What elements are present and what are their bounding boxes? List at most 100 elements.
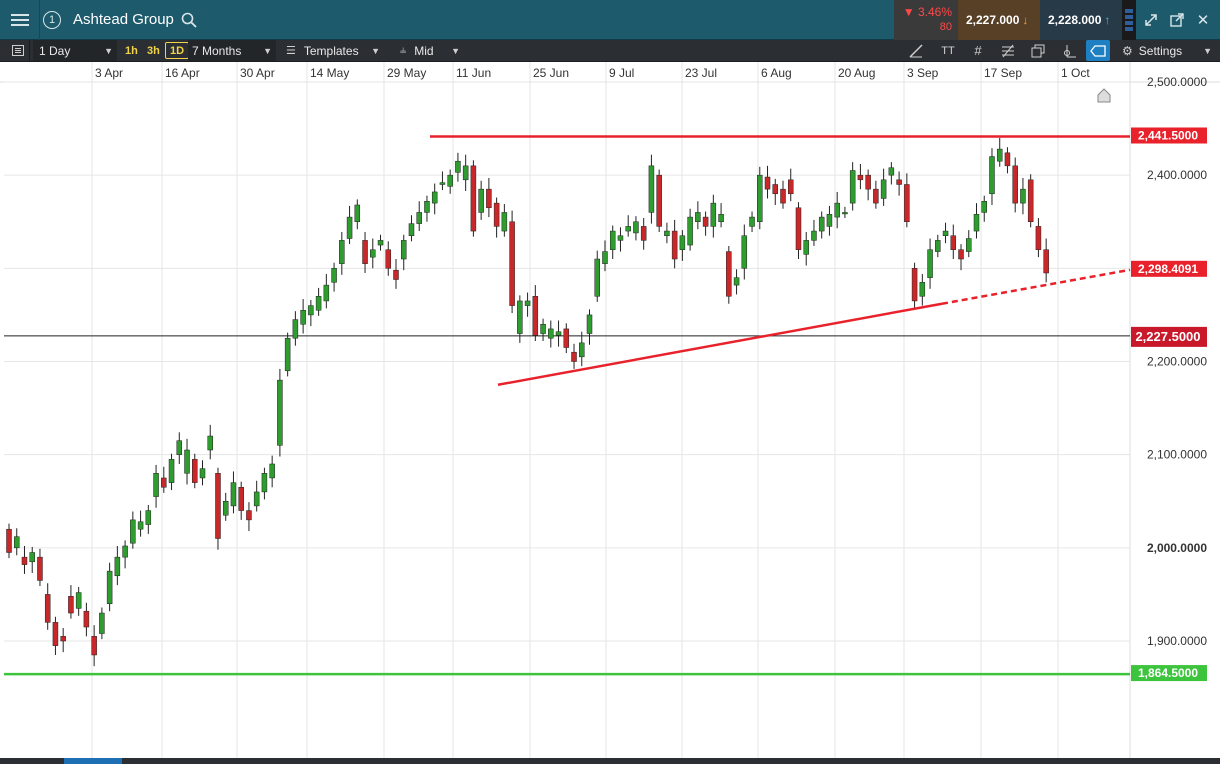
candle-up bbox=[99, 612, 105, 634]
draw-line-tool[interactable] bbox=[904, 40, 928, 61]
candle-up bbox=[354, 204, 361, 222]
candle-up bbox=[400, 240, 407, 260]
candle-up bbox=[346, 216, 353, 239]
date-tick-label: 25 Jun bbox=[533, 66, 569, 80]
candle-up bbox=[733, 277, 740, 286]
caret-down-icon: ▼ bbox=[371, 45, 380, 56]
candle-down bbox=[83, 610, 90, 628]
draw-line-icon bbox=[909, 43, 923, 58]
candle-up bbox=[695, 212, 701, 223]
close-button[interactable]: ✕ bbox=[1190, 0, 1216, 40]
grid-icon: # bbox=[974, 43, 982, 58]
candle-up bbox=[633, 221, 639, 234]
menu-button[interactable] bbox=[0, 0, 40, 40]
candle-up bbox=[625, 226, 631, 232]
candle-up bbox=[184, 449, 190, 474]
price-type-select[interactable]: ⫨ Mid ▼ bbox=[394, 40, 464, 61]
candlestick-chart[interactable]: 3 Apr 16 Apr 30 Apr 14 May 29 May 11 Jun 25 Ju… bbox=[0, 62, 1220, 758]
date-tick-label: 3 Sep bbox=[907, 66, 939, 80]
price-badge-label: 2,441.5000 bbox=[1138, 129, 1198, 143]
popout-button[interactable] bbox=[1164, 0, 1190, 40]
candle-down bbox=[91, 636, 97, 656]
range-select[interactable]: 7 Months ▼ bbox=[188, 40, 276, 61]
interval-select[interactable]: 1 Day ▼ bbox=[33, 40, 117, 61]
candle-up bbox=[849, 170, 856, 204]
candle-down bbox=[1035, 226, 1042, 250]
date-tick-label: 20 Aug bbox=[838, 66, 875, 80]
chart-area[interactable]: 3 Apr 16 Apr 30 Apr 14 May 29 May 11 Jun 25 Ju… bbox=[0, 62, 1220, 764]
candle-up bbox=[478, 188, 484, 213]
candle-down bbox=[571, 351, 577, 362]
candle-up bbox=[842, 212, 848, 215]
candle-up bbox=[106, 570, 113, 604]
candle-up bbox=[323, 284, 330, 302]
candle-up bbox=[834, 202, 840, 218]
support-trend-extension bbox=[941, 268, 1131, 305]
candle-up bbox=[431, 191, 438, 204]
candle-down bbox=[493, 202, 500, 227]
range-value: 7 Months bbox=[192, 43, 242, 58]
candle-up bbox=[888, 167, 895, 176]
price-tick-label: 2,400.0000 bbox=[1147, 168, 1207, 182]
price-tick-label: 2,000.0000 bbox=[1147, 541, 1207, 555]
candle-up bbox=[617, 235, 624, 241]
candle-up bbox=[981, 201, 987, 213]
sell-price-button[interactable]: 2,227.000 ↓ bbox=[958, 0, 1040, 40]
candle-up bbox=[501, 212, 508, 232]
workspace-number-button[interactable]: 1 bbox=[40, 0, 64, 40]
caret-down-icon: ▼ bbox=[263, 45, 272, 56]
candle-up bbox=[602, 251, 608, 264]
timeframe-1h-button[interactable]: 1h bbox=[125, 44, 138, 57]
templates-select[interactable]: ☰ Templates ▼ bbox=[280, 40, 384, 61]
candle-down bbox=[726, 251, 732, 297]
timeframe-1d-button[interactable]: 1D bbox=[165, 42, 190, 59]
market-depth-button[interactable] bbox=[1122, 0, 1136, 40]
candle-down bbox=[238, 487, 244, 511]
close-icon: ✕ bbox=[1196, 12, 1210, 29]
settings-button[interactable]: ⚙ Settings ▼ bbox=[1118, 40, 1216, 61]
candle-down bbox=[21, 556, 28, 565]
scale-tool[interactable] bbox=[1058, 40, 1082, 61]
search-button[interactable] bbox=[178, 0, 200, 40]
candle-down bbox=[246, 510, 252, 521]
candle-up bbox=[942, 230, 949, 236]
fibonacci-icon bbox=[1002, 44, 1014, 57]
candle-down bbox=[640, 226, 647, 241]
search-icon bbox=[181, 12, 197, 28]
date-tick-label: 23 Jul bbox=[685, 66, 717, 80]
scale-icon bbox=[1064, 44, 1076, 57]
candle-up bbox=[284, 337, 291, 372]
candle-up bbox=[749, 216, 755, 227]
menu-icon bbox=[10, 14, 29, 26]
text-tool[interactable]: TT bbox=[936, 40, 960, 61]
text-tool-icon: TT bbox=[941, 44, 955, 57]
buy-price-button[interactable]: 2,228.000 ↑ bbox=[1040, 0, 1122, 40]
instrument-list-button[interactable] bbox=[6, 40, 30, 61]
timeframe-3h-button[interactable]: 3h bbox=[147, 44, 160, 57]
candle-down bbox=[486, 188, 492, 209]
scrollbar-thumb[interactable] bbox=[64, 758, 122, 764]
layers-tool[interactable] bbox=[1026, 40, 1050, 61]
candle-down bbox=[780, 188, 786, 204]
candle-up bbox=[687, 216, 693, 246]
candle-up bbox=[609, 230, 616, 250]
date-tick-label: 30 Apr bbox=[240, 66, 275, 80]
caret-down-icon: ▼ bbox=[451, 45, 460, 56]
change-percent: ▼ 3.46% bbox=[902, 5, 952, 19]
price-alert-tool[interactable] bbox=[1086, 40, 1110, 61]
expand-icon bbox=[1145, 14, 1157, 26]
candle-up bbox=[122, 545, 128, 558]
candle-up bbox=[308, 305, 314, 316]
candle-up bbox=[222, 501, 229, 516]
templates-label: Templates bbox=[303, 43, 359, 58]
chart-scrollbar[interactable] bbox=[0, 758, 1220, 764]
candle-up bbox=[517, 300, 523, 334]
candle-up bbox=[331, 268, 337, 283]
price-badge-label: 2,298.4091 bbox=[1138, 262, 1198, 276]
fibonacci-tool[interactable] bbox=[996, 40, 1020, 61]
candle-up bbox=[989, 156, 995, 195]
candle-down bbox=[911, 268, 918, 302]
instrument-title[interactable]: Ashtead Group bbox=[73, 11, 174, 28]
expand-button[interactable] bbox=[1138, 0, 1164, 40]
grid-tool[interactable]: # bbox=[966, 40, 990, 61]
